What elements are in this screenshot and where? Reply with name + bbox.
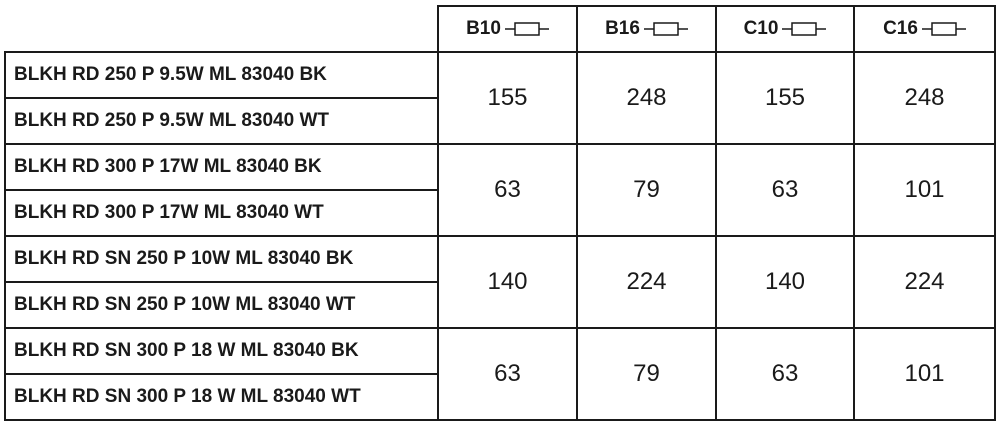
fuse-rating-table: B10 B16 C10 C16 BLKH RD 250 P 9.5W ML 83… bbox=[4, 5, 996, 421]
product-name: BLKH RD 250 P 9.5W ML 83040 BK bbox=[4, 51, 439, 99]
table-row: BLKH RD SN 250 P 10W ML 83040 WT bbox=[4, 281, 995, 329]
column-header-b16: B16 bbox=[576, 5, 717, 53]
value-b10: 140 bbox=[437, 235, 578, 329]
column-label: C16 bbox=[883, 18, 918, 39]
product-name: BLKH RD 300 P 17W ML 83040 WT bbox=[4, 189, 439, 237]
value-b10: 63 bbox=[437, 327, 578, 421]
column-label: C10 bbox=[743, 18, 779, 39]
value-b16: 79 bbox=[576, 327, 717, 421]
column-label: B16 bbox=[605, 18, 640, 39]
table-row: BLKH RD 250 P 9.5W ML 83040 WT bbox=[4, 97, 995, 145]
table-row: BLKH RD 250 P 9.5W ML 83040 BK 155 248 1… bbox=[4, 51, 996, 145]
value-b16: 79 bbox=[576, 143, 717, 237]
fuse-icon bbox=[643, 22, 688, 36]
column-header-c10: C10 bbox=[715, 5, 855, 53]
empty-corner-cell bbox=[5, 6, 438, 53]
value-c10: 155 bbox=[715, 51, 855, 145]
value-c10: 140 bbox=[715, 235, 855, 329]
value-b16: 224 bbox=[576, 235, 717, 329]
product-name: BLKH RD SN 300 P 18 W ML 83040 BK bbox=[4, 327, 439, 375]
value-c16: 248 bbox=[853, 51, 996, 145]
value-c16: 101 bbox=[853, 143, 996, 237]
value-c10: 63 bbox=[715, 143, 855, 237]
table-row: BLKH RD SN 250 P 10W ML 83040 BK 140 224… bbox=[4, 235, 996, 329]
fuse-icon bbox=[921, 22, 966, 36]
fuse-icon bbox=[504, 22, 549, 36]
product-name: BLKH RD SN 250 P 10W ML 83040 BK bbox=[4, 235, 439, 283]
value-c16: 224 bbox=[853, 235, 996, 329]
column-header-b10: B10 bbox=[437, 5, 578, 53]
value-c16: 101 bbox=[853, 327, 996, 421]
value-b16: 248 bbox=[576, 51, 717, 145]
column-label: B10 bbox=[466, 18, 501, 39]
value-b10: 155 bbox=[437, 51, 578, 145]
table-row: BLKH RD 300 P 17W ML 83040 WT bbox=[4, 189, 995, 237]
product-name: BLKH RD SN 300 P 18 W ML 83040 WT bbox=[4, 373, 439, 421]
table-row: BLKH RD SN 300 P 18 W ML 83040 BK 63 79 … bbox=[4, 327, 996, 421]
column-header-c16: C16 bbox=[853, 5, 996, 53]
value-b10: 63 bbox=[437, 143, 578, 237]
header-row: B10 B16 C10 C16 bbox=[5, 5, 996, 53]
product-name: BLKH RD 300 P 17W ML 83040 BK bbox=[4, 143, 439, 191]
product-name: BLKH RD SN 250 P 10W ML 83040 WT bbox=[4, 281, 439, 329]
table-row: BLKH RD SN 300 P 18 W ML 83040 WT bbox=[4, 373, 995, 421]
table-row: BLKH RD 300 P 17W ML 83040 BK 63 79 63 1… bbox=[4, 143, 996, 237]
fuse-icon bbox=[782, 22, 827, 36]
product-name: BLKH RD 250 P 9.5W ML 83040 WT bbox=[4, 97, 439, 145]
value-c10: 63 bbox=[715, 327, 855, 421]
